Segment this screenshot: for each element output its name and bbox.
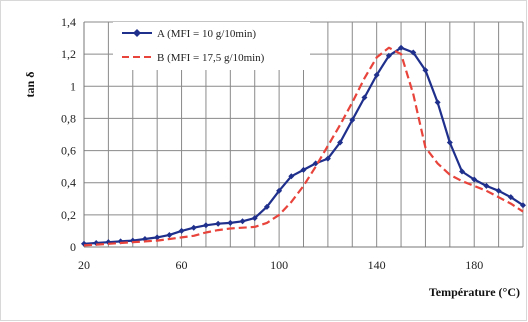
y-tick-label: 1,4 xyxy=(61,15,76,29)
data-point xyxy=(240,218,246,224)
data-point xyxy=(215,221,221,227)
data-point xyxy=(447,140,453,146)
y-axis-label: tan δ xyxy=(23,72,37,98)
x-tick-label: 60 xyxy=(176,258,188,272)
x-tick-label: 20 xyxy=(78,258,90,272)
y-tick-label: 0,2 xyxy=(61,208,76,222)
legend: A (MFI = 10 g/10min) B (MFI = 17,5 g/10m… xyxy=(113,22,310,70)
x-tick-label: 180 xyxy=(465,258,483,272)
legend-label-a: A (MFI = 10 g/10min) xyxy=(157,28,256,40)
data-point xyxy=(435,99,441,105)
y-tick-label: 0,6 xyxy=(61,144,76,158)
x-tick-label: 140 xyxy=(368,258,386,272)
data-point xyxy=(203,222,209,228)
y-tick-label: 1,2 xyxy=(61,47,76,61)
y-tick-label: 0,4 xyxy=(61,176,76,190)
x-axis-label: Température (°C) xyxy=(429,285,520,299)
data-point xyxy=(166,232,172,238)
y-tick-label: 0 xyxy=(70,240,76,254)
data-point xyxy=(191,225,197,231)
x-tick-label: 100 xyxy=(270,258,288,272)
legend-label-b: B (MFI = 17,5 g/10min) xyxy=(157,52,265,64)
y-tick-label: 1 xyxy=(70,79,76,93)
data-point xyxy=(179,228,185,234)
y-tick-label: 0,8 xyxy=(61,111,76,125)
data-point xyxy=(227,220,233,226)
